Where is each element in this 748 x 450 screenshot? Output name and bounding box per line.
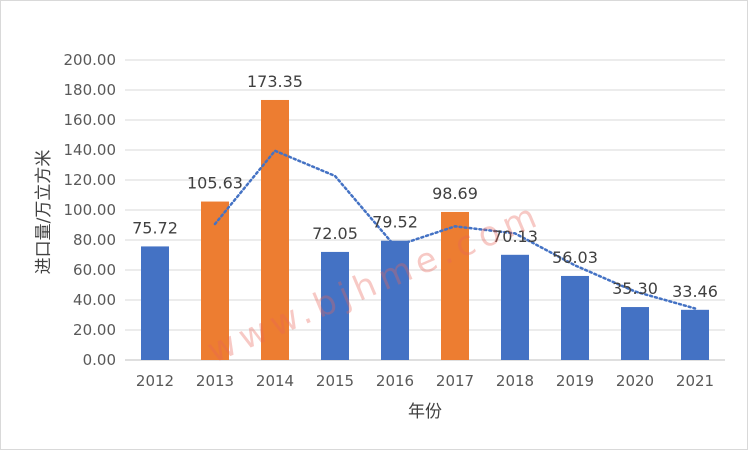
bar: [681, 309, 709, 360]
x-tick-label: 2012: [136, 372, 174, 390]
data-label: 79.52: [372, 213, 418, 232]
data-label: 35.30: [612, 279, 658, 298]
bar: [441, 211, 469, 360]
y-tick-label: 200.00: [64, 51, 117, 69]
y-axis-ticks: 0.00 20.00 40.00 60.00 80.00 100.00 120.00 140.…: [64, 51, 117, 369]
y-tick-label: 80.00: [73, 231, 116, 249]
data-labels: 75.72 105.63 173.35 72.05 79.52 98.69 70.13 56.…: [132, 72, 718, 301]
y-tick-label: 40.00: [73, 291, 116, 309]
x-tick-label: 2021: [676, 372, 714, 390]
x-axis-ticks: 2012 2013 2014 2015 2016 2017 2018 2019 2020 2021: [136, 372, 714, 390]
x-tick-label: 2019: [556, 372, 594, 390]
data-label: 33.46: [672, 282, 718, 301]
bar: [321, 251, 349, 360]
bar: [561, 275, 589, 360]
y-tick-label: 120.00: [64, 171, 117, 189]
x-tick-label: 2018: [496, 372, 534, 390]
y-tick-label: 180.00: [64, 81, 117, 99]
x-tick-label: 2013: [196, 372, 234, 390]
x-tick-label: 2016: [376, 372, 414, 390]
y-tick-label: 20.00: [73, 321, 116, 339]
y-axis-title: 进口量/万立方米: [34, 150, 54, 275]
data-label: 72.05: [312, 224, 358, 243]
y-tick-label: 0.00: [83, 351, 116, 369]
x-tick-label: 2014: [256, 372, 294, 390]
data-label: 173.35: [247, 72, 303, 91]
x-tick-label: 2020: [616, 372, 654, 390]
bar: [261, 99, 289, 360]
bar: [141, 246, 169, 360]
bar: [201, 201, 229, 360]
bar: [501, 254, 529, 360]
bar: [621, 307, 649, 360]
y-tick-label: 100.00: [64, 201, 117, 219]
x-tick-label: 2015: [316, 372, 354, 390]
bar: [381, 240, 409, 360]
trendline-group: [213, 149, 697, 310]
y-tick-label: 140.00: [64, 141, 117, 159]
data-label: 70.13: [492, 227, 538, 246]
y-tick-label: 60.00: [73, 261, 116, 279]
data-label: 56.03: [552, 248, 598, 267]
trendline: [213, 149, 697, 310]
data-label: 105.63: [187, 174, 243, 193]
x-axis-title: 年份: [408, 402, 442, 422]
data-label: 98.69: [432, 184, 478, 203]
bars: [141, 99, 709, 360]
y-tick-label: 160.00: [64, 111, 117, 129]
data-label: 75.72: [132, 218, 178, 237]
x-tick-label: 2017: [436, 372, 474, 390]
